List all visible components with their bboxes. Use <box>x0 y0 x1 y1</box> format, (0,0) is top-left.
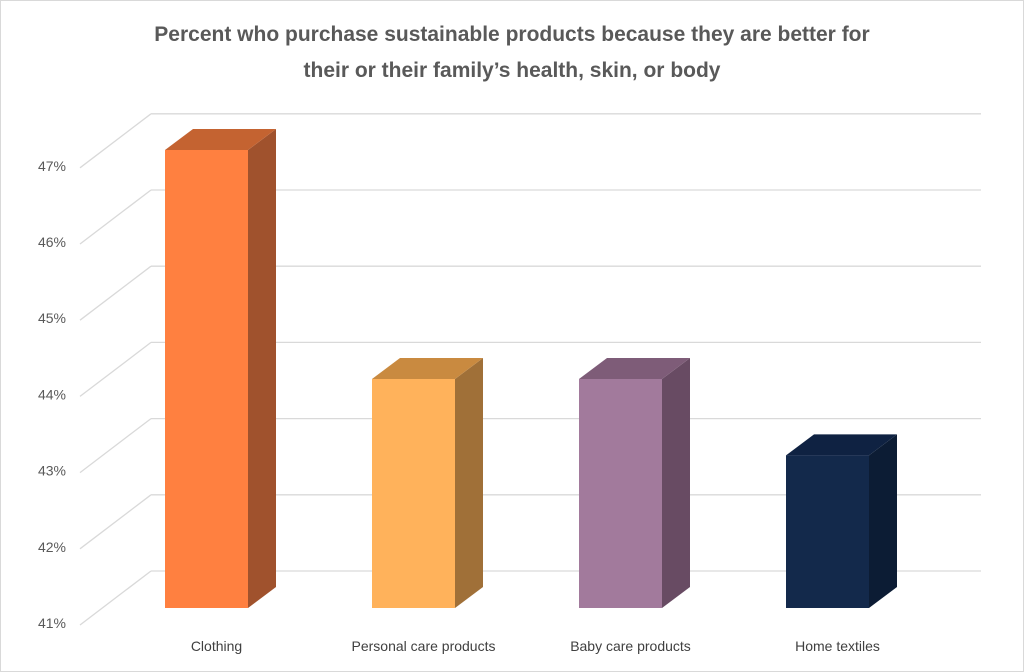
x-category-label: Clothing <box>191 638 242 654</box>
gridline-diagonal <box>79 265 152 321</box>
y-tick-label: 42% <box>38 539 66 555</box>
x-category-label: Home textiles <box>795 638 880 654</box>
bar-side <box>869 434 897 608</box>
bar-clothing <box>165 150 248 608</box>
gridline-diagonal <box>79 494 152 550</box>
y-tick-label: 43% <box>38 463 66 479</box>
bar-top <box>165 129 276 150</box>
y-tick-label: 46% <box>38 234 66 250</box>
y-tick-label: 41% <box>38 615 66 631</box>
gridline-diagonal <box>79 189 152 245</box>
x-category-label: Baby care products <box>570 638 691 654</box>
y-tick-label: 47% <box>38 158 66 174</box>
bar-side <box>248 129 276 608</box>
y-tick-label: 45% <box>38 310 66 326</box>
bar-top <box>786 434 897 456</box>
bar-side <box>455 358 483 608</box>
gridline-diagonal <box>79 570 152 626</box>
bar-top <box>579 358 690 379</box>
bar-baby-care-products <box>579 379 662 608</box>
chart-title-line-1: Percent who purchase sustainable product… <box>154 23 869 46</box>
bar-personal-care-products <box>372 379 455 608</box>
gridline-diagonal <box>79 113 152 169</box>
bar-top <box>372 358 483 379</box>
bar-side <box>662 358 690 608</box>
x-category-label: Personal care products <box>352 638 496 654</box>
chart-title-line-2: their or their family’s health, skin, or… <box>304 59 721 82</box>
bar-home-textiles <box>786 455 869 608</box>
y-tick-label: 44% <box>38 386 66 402</box>
gridline-diagonal <box>79 341 152 397</box>
gridline-diagonal <box>79 418 152 474</box>
